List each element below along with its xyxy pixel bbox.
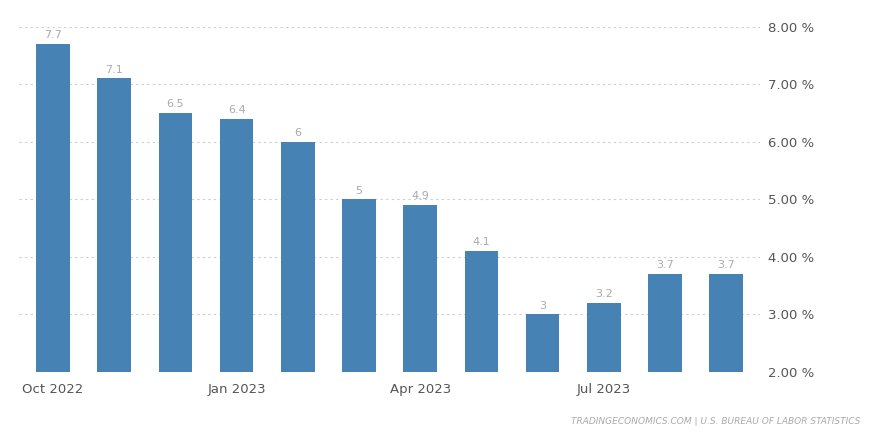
Text: 6.5: 6.5: [167, 99, 184, 109]
Bar: [464, 251, 498, 372]
Bar: [587, 303, 620, 372]
Text: 3: 3: [539, 301, 546, 311]
Text: TRADINGECONOMICS.COM | U.S. BUREAU OF LABOR STATISTICS: TRADINGECONOMICS.COM | U.S. BUREAU OF LA…: [571, 417, 859, 426]
Bar: [525, 314, 559, 372]
Bar: [97, 78, 131, 372]
Text: 7.1: 7.1: [105, 65, 123, 75]
Bar: [281, 142, 315, 372]
Bar: [403, 205, 437, 372]
Text: 7.7: 7.7: [44, 30, 62, 40]
Text: 6.4: 6.4: [228, 105, 245, 115]
Bar: [159, 113, 192, 372]
Bar: [342, 199, 376, 372]
Text: 3.7: 3.7: [656, 260, 673, 271]
Text: 5: 5: [355, 186, 362, 196]
Bar: [648, 274, 681, 372]
Text: 3.7: 3.7: [717, 260, 734, 271]
Text: 6: 6: [294, 128, 301, 138]
Bar: [709, 274, 742, 372]
Text: 4.9: 4.9: [411, 191, 429, 201]
Text: 3.2: 3.2: [595, 289, 612, 299]
Bar: [36, 44, 70, 372]
Text: 4.1: 4.1: [472, 237, 490, 247]
Bar: [220, 118, 253, 372]
